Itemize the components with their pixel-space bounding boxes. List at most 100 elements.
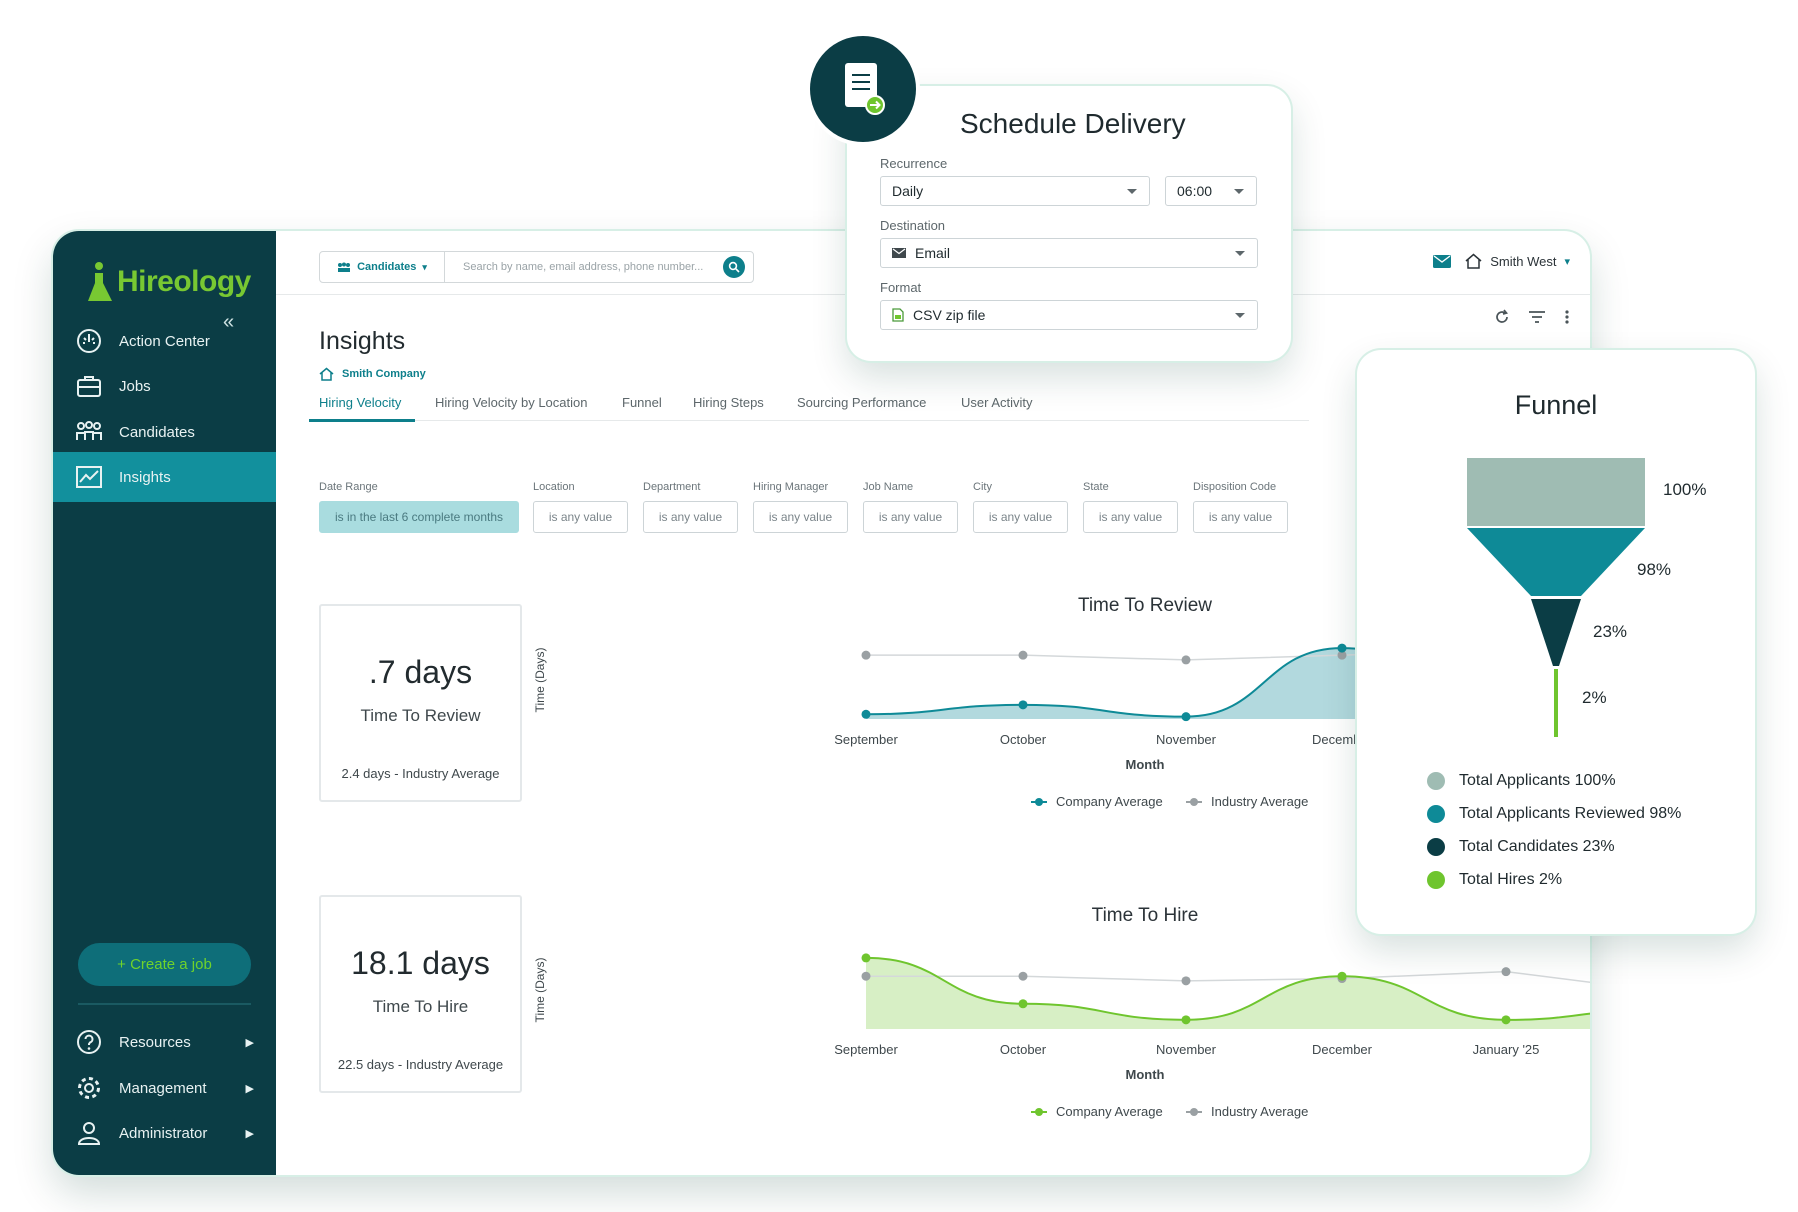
- format-select[interactable]: CSV zip file: [880, 300, 1258, 330]
- company-average-point: [861, 709, 871, 719]
- company-link[interactable]: Smith Company: [319, 367, 426, 381]
- toolbar: [1494, 309, 1570, 325]
- sidebar-item-action-center[interactable]: Action Center: [53, 316, 276, 366]
- more-icon[interactable]: [1564, 309, 1570, 325]
- home-icon: [1465, 253, 1482, 269]
- sidebar-item-administrator[interactable]: Administrator ▶: [53, 1108, 276, 1158]
- kpi-value: .7 days: [368, 654, 473, 690]
- industry-average-line: [866, 970, 1590, 983]
- search-button[interactable]: [723, 256, 745, 278]
- chart-line-icon: [75, 463, 103, 491]
- funnel-pct-hires: 2%: [1582, 688, 1607, 707]
- sidebar-item-insights[interactable]: Insights: [53, 452, 276, 502]
- search-icon: [728, 261, 740, 273]
- app-window: Hireology « Action Center Jobs Candidate: [53, 231, 1590, 1175]
- filter-department-value[interactable]: is any value: [643, 501, 738, 533]
- sidebar-item-management[interactable]: Management ▶: [53, 1063, 276, 1113]
- people-icon: [75, 418, 103, 446]
- legend-company-marker: [1035, 1108, 1043, 1116]
- filter-icon[interactable]: [1528, 309, 1546, 325]
- company-average-point: [1501, 1015, 1511, 1025]
- filter-label: State: [1083, 481, 1109, 493]
- sidebar-item-label: Insights: [119, 468, 171, 486]
- chevron-down-icon: ▾: [1564, 255, 1570, 268]
- sidebar-item-label: Candidates: [119, 423, 195, 441]
- funnel-card: Funnel 100% 98% 23% 2% Total Applicants …: [1357, 350, 1755, 934]
- x-tick-label: September: [834, 732, 898, 747]
- company-area: [866, 957, 1590, 1029]
- funnel-legend-item: Total Hires 2%: [1427, 871, 1562, 889]
- location-selector[interactable]: Smith West ▾: [1465, 253, 1570, 269]
- chevron-right-icon: ▶: [245, 1036, 254, 1049]
- x-tick-label: November: [1156, 732, 1217, 747]
- kpi-value: 18.1 days: [351, 945, 490, 981]
- sidebar-item-candidates[interactable]: Candidates: [53, 407, 276, 457]
- funnel-stage-hires: [1554, 669, 1558, 737]
- filter-label: Hiring Manager: [753, 481, 829, 493]
- chevron-right-icon: ▶: [245, 1082, 254, 1095]
- filter-label: City: [973, 481, 992, 493]
- tab-user-activity[interactable]: User Activity: [961, 395, 1033, 410]
- time-select[interactable]: 06:00: [1165, 176, 1257, 206]
- kpi-industry-average: 22.5 days - Industry Average: [337, 1057, 504, 1072]
- collapse-sidebar-button[interactable]: «: [223, 311, 235, 333]
- y-axis-label: Time (Days): [533, 958, 547, 1023]
- home-icon: [319, 367, 334, 381]
- industry-average-point: [861, 971, 871, 981]
- chart-time-to-hire: Time To Hire Time (Days) September October N…: [533, 905, 1590, 1119]
- sidebar-item-resources[interactable]: Resources ▶: [53, 1017, 276, 1067]
- active-tab-indicator: [309, 419, 415, 422]
- recurrence-select[interactable]: Daily: [880, 176, 1150, 206]
- funnel-title: Funnel: [1514, 390, 1598, 420]
- funnel-pct-reviewed: 98%: [1637, 560, 1672, 579]
- industry-average-point: [1337, 650, 1347, 660]
- filter-date-range-value[interactable]: is in the last 6 complete months: [319, 501, 519, 533]
- refresh-icon[interactable]: [1494, 309, 1510, 325]
- filter-label: Disposition Code: [1193, 481, 1277, 493]
- location-label: Smith West: [1490, 253, 1557, 269]
- logo[interactable]: Hireology: [87, 261, 251, 303]
- funnel-chart: [1467, 458, 1645, 737]
- filter-label: Job Name: [863, 481, 914, 493]
- filter-job-name-value[interactable]: is any value: [863, 501, 958, 533]
- filter-state-value[interactable]: is any value: [1083, 501, 1178, 533]
- filter-hiring-manager-value[interactable]: is any value: [753, 501, 848, 533]
- sidebar-item-label: Management: [119, 1079, 207, 1097]
- search-scope-label: Candidates: [357, 261, 417, 273]
- gauge-icon: [75, 327, 103, 355]
- sidebar-item-jobs[interactable]: Jobs: [53, 361, 276, 411]
- caret-down-icon: [1235, 251, 1245, 256]
- x-tick-label: December: [1312, 1042, 1373, 1057]
- search-scope-dropdown[interactable]: Candidates ▾: [320, 252, 445, 282]
- industry-average-point: [1181, 655, 1191, 665]
- filter-city-value[interactable]: is any value: [973, 501, 1068, 533]
- x-tick-label: October: [1000, 732, 1047, 747]
- filter-location-value[interactable]: is any value: [533, 501, 628, 533]
- create-job-button[interactable]: + Create a job: [78, 943, 251, 986]
- mail-icon[interactable]: [1433, 254, 1452, 268]
- sidebar-item-label: Resources: [119, 1033, 191, 1051]
- legend-label: Total Applicants 100%: [1459, 772, 1616, 789]
- chart-title: Time To Review: [1078, 595, 1212, 616]
- destination-select[interactable]: Email: [880, 238, 1258, 268]
- tab-hiring-velocity[interactable]: Hiring Velocity: [319, 395, 402, 410]
- search-input[interactable]: Search by name, email address, phone num…: [463, 261, 704, 273]
- legend-industry-marker: [1190, 1108, 1198, 1116]
- company-average-point: [1018, 999, 1028, 1009]
- tab-funnel[interactable]: Funnel: [622, 395, 662, 410]
- funnel-stage-candidates: [1531, 599, 1581, 666]
- legend-label: Total Applicants Reviewed 98%: [1459, 805, 1682, 822]
- legend-company-marker: [1035, 798, 1043, 806]
- tab-sourcing-performance[interactable]: Sourcing Performance: [797, 395, 927, 410]
- kpi-time-to-hire: 18.1 days Time To Hire 22.5 days - Indus…: [319, 895, 522, 1093]
- filter-label: Department: [643, 481, 701, 493]
- kpi-industry-average: 2.4 days - Industry Average: [341, 766, 500, 781]
- filter-city: City is any value: [973, 481, 1068, 533]
- time-value: 06:00: [1177, 183, 1213, 199]
- tab-hiring-steps[interactable]: Hiring Steps: [693, 395, 764, 410]
- schedule-delivery-dialog: Schedule Delivery Recurrence Daily 06:00…: [847, 86, 1291, 361]
- tab-hiring-velocity-by-location[interactable]: Hiring Velocity by Location: [435, 395, 588, 410]
- funnel-legend-item: Total Applicants 100%: [1427, 772, 1616, 790]
- filter-disposition-code-value[interactable]: is any value: [1193, 501, 1288, 533]
- tabs: Hiring Velocity Hiring Velocity by Locat…: [309, 389, 1309, 422]
